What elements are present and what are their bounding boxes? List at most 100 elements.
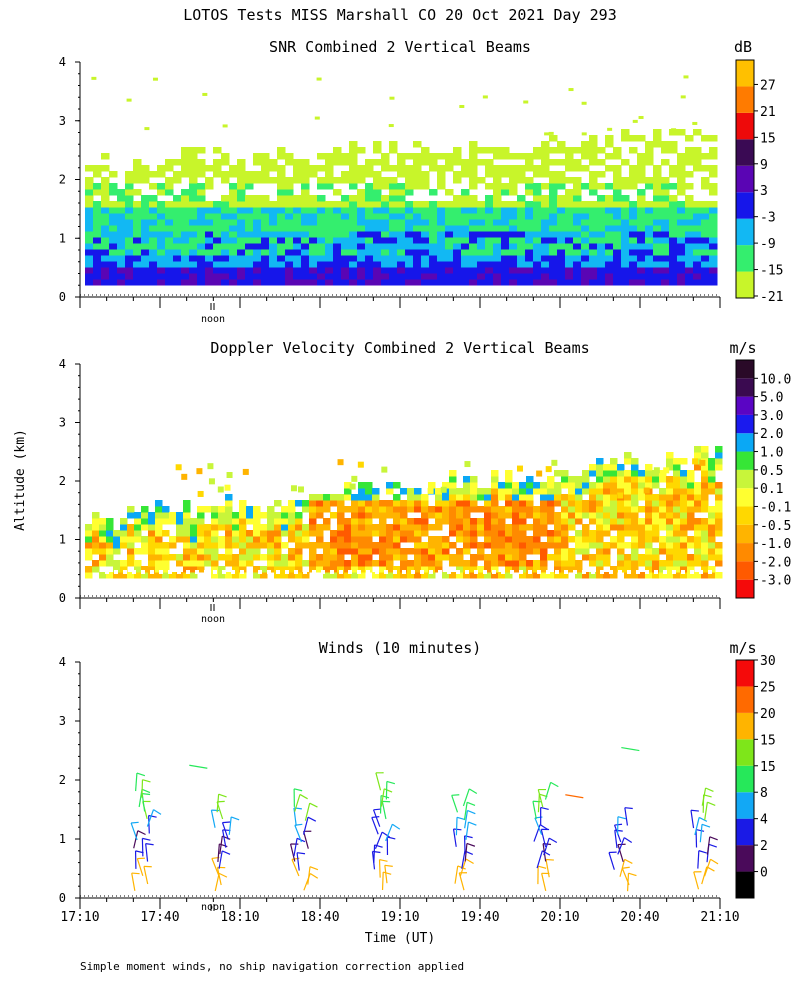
snr-cell bbox=[189, 165, 198, 172]
doppler-cell bbox=[554, 482, 562, 489]
snr-cell bbox=[109, 231, 118, 238]
snr-cell bbox=[205, 267, 214, 274]
doppler-cell bbox=[701, 572, 709, 579]
snr-cell bbox=[381, 207, 390, 214]
snr-cell bbox=[677, 153, 686, 160]
snr-cell bbox=[341, 171, 350, 178]
snr-cell bbox=[381, 261, 390, 268]
doppler-cell bbox=[715, 512, 723, 519]
snr-cell bbox=[581, 237, 590, 244]
snr-cell bbox=[285, 195, 294, 202]
wind-barb bbox=[133, 830, 139, 849]
doppler-cell bbox=[162, 566, 170, 573]
snr-cell bbox=[669, 237, 678, 244]
snr-cell bbox=[621, 183, 630, 190]
snr-cell bbox=[325, 237, 334, 244]
snr-cell bbox=[469, 183, 478, 190]
doppler-cell bbox=[617, 470, 625, 477]
doppler-cell bbox=[694, 506, 702, 513]
snr-cell bbox=[445, 165, 454, 172]
wind-barb bbox=[621, 867, 630, 886]
doppler-cell bbox=[610, 542, 618, 549]
wind-barb bbox=[148, 815, 150, 834]
snr-cell bbox=[541, 171, 550, 178]
doppler-cell bbox=[330, 554, 338, 561]
doppler-cell bbox=[85, 530, 93, 537]
y-tick-label: 1 bbox=[59, 533, 66, 547]
doppler-cell bbox=[323, 518, 331, 525]
snr-cell bbox=[701, 261, 710, 268]
doppler-cell bbox=[407, 500, 415, 507]
doppler-cell bbox=[456, 512, 464, 519]
snr-cell bbox=[189, 279, 198, 286]
doppler-cell bbox=[421, 554, 429, 561]
colorbar-label: 10.0 bbox=[760, 372, 791, 387]
wind-barb bbox=[462, 788, 470, 807]
wind-barb bbox=[540, 829, 547, 848]
wind-barb bbox=[693, 871, 700, 890]
snr-cell bbox=[389, 279, 398, 286]
snr-cell bbox=[485, 213, 494, 220]
snr-cell bbox=[429, 153, 438, 160]
snr-cell bbox=[613, 261, 622, 268]
doppler-cell bbox=[400, 524, 408, 531]
doppler-cell bbox=[134, 560, 142, 567]
snr-cell bbox=[589, 141, 598, 148]
doppler-cell bbox=[631, 554, 639, 561]
snr-cell bbox=[349, 243, 358, 250]
doppler-cell bbox=[540, 542, 548, 549]
snr-cell bbox=[509, 189, 518, 196]
snr-cell bbox=[85, 267, 94, 274]
snr-cell bbox=[245, 219, 254, 226]
doppler-cell bbox=[148, 548, 156, 555]
doppler-cell bbox=[365, 566, 373, 573]
snr-cell bbox=[237, 177, 246, 184]
doppler-cell bbox=[692, 458, 699, 465]
snr-cell bbox=[349, 261, 358, 268]
snr-cell bbox=[637, 243, 646, 250]
snr-cell bbox=[333, 189, 342, 196]
y-tick-label: 1 bbox=[59, 832, 66, 846]
snr-cell bbox=[581, 165, 590, 172]
snr-cell bbox=[109, 255, 118, 262]
snr-cell bbox=[677, 207, 686, 214]
snr-cell bbox=[469, 225, 478, 232]
snr-cell bbox=[389, 261, 398, 268]
snr-cell bbox=[565, 255, 574, 262]
doppler-cell bbox=[540, 524, 548, 531]
doppler-cell bbox=[505, 560, 513, 567]
snr-cell bbox=[301, 237, 310, 244]
doppler-cell bbox=[537, 570, 541, 574]
doppler-cell bbox=[225, 500, 233, 507]
snr-cell bbox=[149, 267, 158, 274]
wind-barb-flag bbox=[230, 816, 240, 821]
snr-cell bbox=[333, 153, 342, 160]
snr-cell bbox=[221, 219, 230, 226]
doppler-cell bbox=[358, 518, 366, 525]
doppler-cell bbox=[428, 572, 436, 579]
doppler-cell bbox=[337, 506, 345, 513]
doppler-cell bbox=[645, 536, 653, 543]
doppler-cell bbox=[638, 482, 646, 489]
snr-cell bbox=[469, 171, 478, 178]
snr-cell bbox=[189, 159, 198, 166]
snr-cell bbox=[541, 255, 550, 262]
snr-cell bbox=[165, 261, 174, 268]
doppler-cell bbox=[323, 500, 331, 507]
snr-cell bbox=[645, 237, 654, 244]
doppler-cell bbox=[435, 488, 443, 495]
snr-cell bbox=[293, 213, 302, 220]
snr-cell bbox=[541, 165, 550, 172]
doppler-cell bbox=[505, 476, 513, 483]
snr-cell bbox=[93, 201, 102, 208]
snr-heatmap bbox=[85, 75, 718, 286]
snr-cell bbox=[221, 237, 230, 244]
colorbar-label: -3.0 bbox=[760, 574, 791, 589]
wind-barb bbox=[211, 858, 220, 876]
snr-cell bbox=[461, 231, 470, 238]
snr-cell bbox=[173, 171, 182, 178]
doppler-cell bbox=[519, 530, 527, 537]
snr-cell bbox=[157, 249, 166, 256]
snr-cell bbox=[461, 243, 470, 250]
snr-cell bbox=[485, 195, 494, 202]
